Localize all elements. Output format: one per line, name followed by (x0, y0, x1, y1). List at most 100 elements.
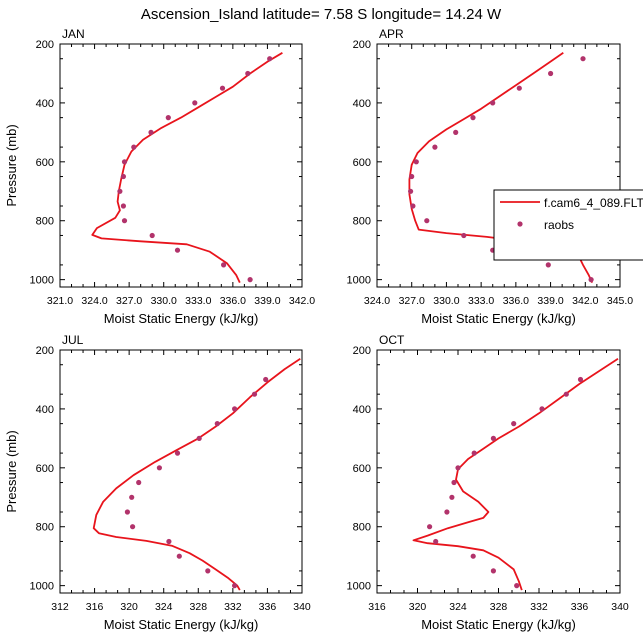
x-tick-label: 327.0 (399, 295, 425, 307)
model-profile-line (92, 358, 301, 591)
x-tick-label: 328 (490, 601, 508, 613)
y-tick-label: 800 (353, 522, 371, 534)
raobs-point (424, 218, 430, 224)
x-tick-label: 324.0 (364, 295, 390, 307)
raobs-point (131, 144, 137, 150)
panel-label: OCT (379, 333, 405, 347)
raobs-point (251, 391, 258, 397)
y-axis-label: Pressure (mb) (4, 430, 19, 512)
x-tick-label: 336.0 (220, 295, 246, 307)
raobs-point (148, 129, 154, 135)
panel-apr: 324.0 327.0 330.0 333.0 336.0 339.0 342.0 345.0… (347, 27, 634, 326)
y-tick-label: 600 (353, 463, 371, 475)
raobs-point (121, 218, 128, 224)
raobs-point (511, 421, 517, 427)
raobs-point (263, 376, 269, 383)
raobs-point (165, 115, 171, 121)
raobs-point (136, 479, 142, 486)
raobs-point (461, 232, 467, 239)
y-tick-label: 1000 (347, 581, 371, 593)
raobs-point (409, 173, 415, 180)
plot-frame (59, 43, 303, 288)
x-tick-label: 336 (259, 601, 277, 613)
raobs-point (176, 553, 182, 559)
raobs-point (539, 406, 545, 412)
y-tick-label: 800 (36, 216, 54, 228)
raobs-point (408, 188, 414, 194)
x-tick-label: 339.0 (254, 295, 280, 307)
x-tick-label: 340 (611, 601, 629, 613)
raobs-point (516, 85, 522, 91)
x-tick-label: 342.0 (572, 295, 598, 307)
raobs-point (410, 203, 416, 209)
model-profile-line (91, 52, 283, 283)
y-tick-label: 400 (36, 98, 54, 110)
raobs-point (545, 262, 551, 268)
x-tick-label: 321.0 (47, 295, 73, 307)
raobs-point (221, 262, 227, 268)
y-tick-label: 200 (36, 345, 54, 357)
raobs-point (490, 100, 496, 106)
raobs-point (455, 465, 461, 471)
y-tick-label: 1000 (347, 275, 371, 287)
raobs-point (174, 247, 181, 253)
x-axis-label: Moist Static Energy (kJ/kg) (421, 617, 576, 632)
x-axis-label: Moist Static Energy (kJ/kg) (421, 311, 576, 326)
legend-obs-label: raobs (544, 218, 574, 232)
raobs-point (219, 85, 226, 91)
x-tick-label: 312 (51, 601, 69, 613)
raobs-point (444, 509, 450, 515)
raobs-point (548, 70, 554, 77)
raobs-point (470, 115, 476, 121)
legend-obs-swatch (517, 221, 523, 227)
y-tick-label: 600 (353, 157, 371, 169)
y-tick-label: 600 (36, 157, 54, 169)
y-tick-label: 800 (36, 522, 54, 534)
x-tick-label: 345.0 (607, 295, 633, 307)
raobs-point (449, 494, 455, 500)
y-tick-label: 200 (353, 39, 371, 51)
plot-frame (59, 349, 303, 594)
raobs-point (267, 56, 273, 62)
raobs-point (247, 277, 253, 283)
y-axis-label: Pressure (mb) (4, 124, 19, 206)
y-tick-label: 200 (36, 39, 54, 51)
x-tick-label: 339.0 (537, 295, 563, 307)
panel-label: APR (379, 27, 404, 41)
x-tick-label: 328 (190, 601, 208, 613)
y-tick-label: 400 (353, 404, 371, 416)
x-tick-label: 336 (571, 601, 589, 613)
raobs-point (121, 159, 128, 165)
x-tick-label: 342.0 (289, 295, 315, 307)
x-tick-label: 327.0 (116, 295, 142, 307)
raobs-point (130, 524, 136, 530)
x-tick-label: 340 (293, 601, 311, 613)
raobs-point (471, 450, 477, 456)
raobs-point (232, 406, 238, 412)
legend: f.cam6_4_089.FLTH raobs (493, 189, 643, 261)
raobs-point (156, 465, 162, 471)
panel-jan: 321.0 324.0 327.0 330.0 333.0 336.0 339.0 342.0… (4, 27, 315, 326)
figure-title: Ascension_Island latitude= 7.58 S longit… (141, 6, 502, 23)
plot-frame (376, 43, 621, 288)
raobs-point (174, 450, 181, 456)
raobs-point (588, 277, 594, 283)
raobs-point (577, 376, 584, 383)
panel-label: JAN (62, 27, 85, 41)
x-tick-label: 333.0 (185, 295, 211, 307)
raobs-point (196, 435, 202, 441)
raobs-point (490, 568, 496, 574)
raobs-point (490, 435, 496, 441)
x-tick-label: 330.0 (151, 295, 177, 307)
raobs-point (427, 524, 433, 530)
raobs-point (232, 583, 238, 589)
raobs-point (413, 159, 419, 165)
raobs-point (120, 173, 126, 180)
raobs-point (166, 538, 172, 545)
x-tick-label: 324 (155, 601, 173, 613)
legend-model-label: f.cam6_4_089.FLTH (544, 196, 643, 210)
x-tick-label: 330.0 (433, 295, 459, 307)
x-tick-label: 320 (120, 601, 138, 613)
y-tick-label: 600 (36, 463, 54, 475)
